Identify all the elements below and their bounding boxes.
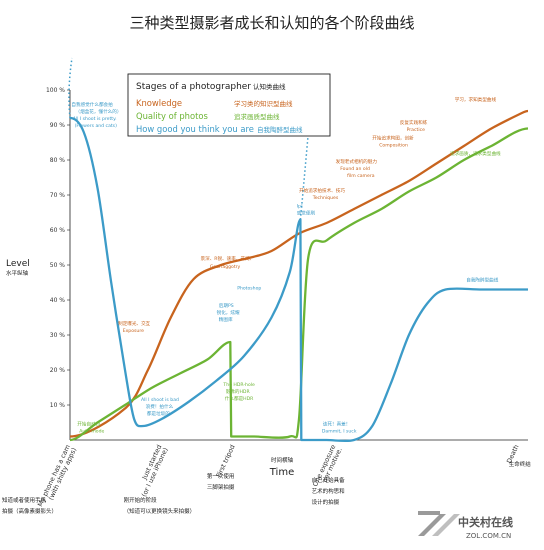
x-category-cn: （知道可以更换镜头来拍摄） xyxy=(124,507,196,515)
x-category-cn: 艺术的构思和 xyxy=(312,487,345,495)
annotation-label: Gearfaggotry xyxy=(210,264,241,270)
y-tick-label: 60 % xyxy=(50,227,66,234)
series-line-0 xyxy=(69,109,529,438)
legend-item-self-belief: How good you think you are xyxy=(136,124,254,134)
annotation-label: （烟盒花，懂什么的） xyxy=(76,108,122,115)
y-tick-label: 10 % xyxy=(50,402,66,409)
annotation-label: 锐化，炫耀 xyxy=(217,309,240,316)
series-line-1 xyxy=(69,127,529,442)
legend-title-cn: 认知类曲线 xyxy=(253,82,286,91)
legend-item-quality: Quality of photos xyxy=(136,111,208,121)
annotation-label: All I shoot is bad xyxy=(141,397,179,403)
annotation-label: 追求画质，追求类型曲线 xyxy=(450,150,501,157)
series-self-belief-start-dotted xyxy=(68,57,73,119)
annotation-label: Techniques xyxy=(312,195,339,201)
annotation-label: The HDR-hole xyxy=(222,382,255,388)
annotation-label: Auto mode xyxy=(79,428,104,434)
x-category-cn: 拍摄（高像素摄影头） xyxy=(2,507,57,515)
annotation-label: 都是垃圾的 xyxy=(147,410,170,417)
series-line-2 xyxy=(69,116,528,443)
annotation-label: 该死！真差！ xyxy=(323,420,351,427)
y-tick-label: 80 % xyxy=(50,157,66,164)
x-axis-label: Time xyxy=(269,467,294,478)
annotation-label: 精图库 xyxy=(219,316,233,323)
annotation-label: 发现老式相机的魅力 xyxy=(336,158,378,165)
y-tick-label: 50 % xyxy=(50,262,66,269)
x-category-cn: 三脚架拍摄 xyxy=(207,483,235,491)
x-axis-label-cn: 时间横轴 xyxy=(271,456,294,464)
axes: 100 % 90 % 80 % 70 % 60 % 50 % 40 % 30 % 20 % 10 … xyxy=(6,87,528,478)
y-axis-label: Level xyxy=(6,259,30,269)
x-category-cn: 知道或者使用手机 xyxy=(2,496,47,504)
legend-title: Stages of a photographer 认知类曲线 xyxy=(136,82,286,92)
annotation-label: 感觉便刷 xyxy=(297,209,316,216)
watermark-url: ZOL.COM.CN xyxy=(466,532,511,540)
x-category-cn: 生命终结 xyxy=(509,460,532,468)
x-category-cn: 第一次使用 xyxy=(207,472,235,480)
annotation-label: Photoshop xyxy=(237,286,261,292)
watermark-brand: 中关村在线 xyxy=(458,515,513,529)
x-category-cn: 自己开始具备 xyxy=(312,476,346,484)
watermark: 中关村在线 ZOL.COM.CN xyxy=(418,511,513,540)
annotation-label: 景深、R锐、速率、开阔、 xyxy=(201,255,255,262)
chart-title: 三种类型摄影者成长和认知的各个阶段曲线 xyxy=(129,14,414,32)
annotation-label: Composition xyxy=(379,143,408,149)
annotation-label: 制定曝光、交互 xyxy=(118,320,151,327)
legend-box xyxy=(127,73,331,137)
y-axis-label-cn: 水平纵轴 xyxy=(6,269,29,277)
annotation-label: 开始自动档 xyxy=(77,420,100,427)
y-tick-label: 20 % xyxy=(50,367,66,374)
annotation-label: film camera xyxy=(347,173,375,179)
legend-title-en: Stages of a photographer xyxy=(136,82,251,92)
legend: Stages of a photographer 认知类曲线 Knowledge … xyxy=(127,73,331,137)
annotation-label: 什么都是HDR xyxy=(225,395,254,402)
legend-item-knowledge: Knowledge xyxy=(136,98,182,108)
annotation-label: 自我陶醉型曲线 xyxy=(466,277,499,284)
annotation-label: 浪费！拍什么 xyxy=(146,403,174,410)
annotation-label: 开始追求拍技术、技巧 xyxy=(299,187,345,194)
y-tick-label: 90 % xyxy=(50,122,66,129)
annotation-label: All I shoot is pretty. xyxy=(73,116,117,122)
annotation-label: 影像的HDR xyxy=(226,388,251,395)
annotation-label: 后期PS xyxy=(219,302,234,309)
annotation-label: Practice xyxy=(407,127,426,133)
annotation-label: 反复实践和练 xyxy=(400,119,428,126)
annotation-label: Exposure xyxy=(123,328,144,334)
annotation-label: Ip! xyxy=(297,203,303,209)
annotation-label: 学习，求知类型曲线 xyxy=(455,96,497,103)
annotation-label: 开始追求构图，创新 xyxy=(372,135,414,142)
x-category-cn: 设计的拍摄 xyxy=(312,498,340,506)
x-category-cn: 刚开始的阶段 xyxy=(124,496,158,504)
legend-item-quality-cn: 追求画质型曲线 xyxy=(234,112,280,121)
annotations: 自我感觉什么都会拍（烟盒花，懂什么的）All I shoot is pretty… xyxy=(71,96,501,434)
y-tick-label: 70 % xyxy=(50,192,66,199)
y-ticks: 100 % 90 % 80 % 70 % 60 % 50 % 40 % 30 % 20 % 10 … xyxy=(46,87,70,409)
legend-item-knowledge-cn: 学习类的知识型曲线 xyxy=(234,99,293,108)
y-tick-label: 100 % xyxy=(46,87,65,94)
legend-item-self-belief-cn: 自我陶醉型曲线 xyxy=(257,125,303,134)
y-tick-label: 30 % xyxy=(50,332,66,339)
y-tick-label: 40 % xyxy=(50,297,66,304)
annotation-label: (Flowers and cats) xyxy=(75,123,117,129)
annotation-label: Found an old xyxy=(340,166,370,172)
watermark-logo-icon xyxy=(418,511,460,536)
annotation-label: 自我感觉什么都会拍 xyxy=(71,101,113,108)
annotation-label: Dammit, I suck xyxy=(322,428,357,434)
